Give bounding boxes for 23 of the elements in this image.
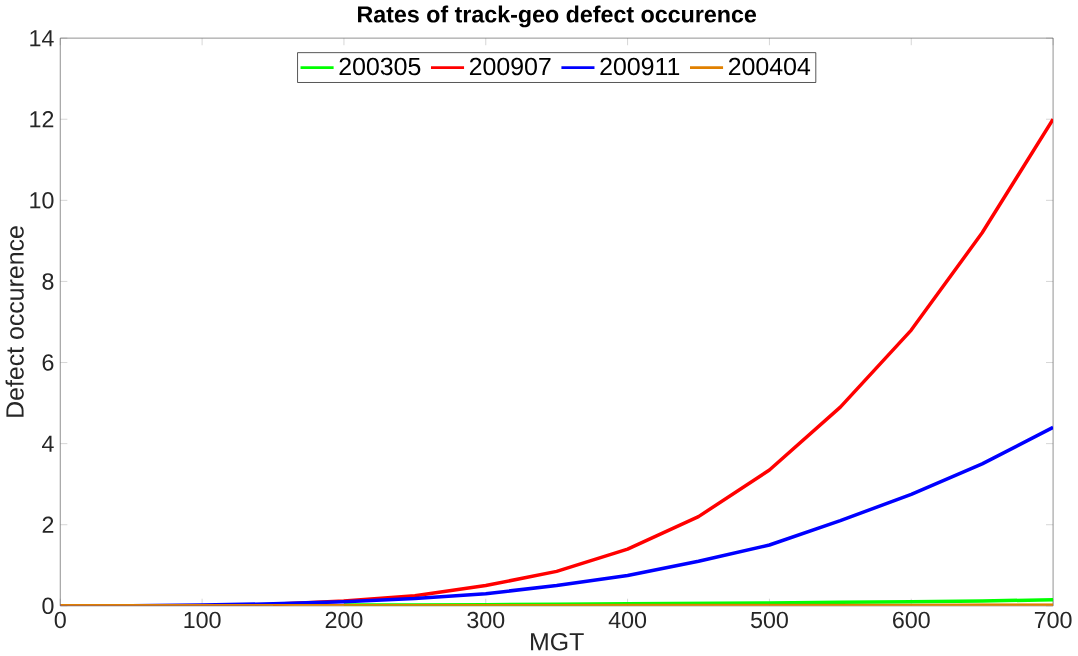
x-tick-label: 300 [467, 611, 505, 629]
x-tick-label: 600 [893, 611, 930, 629]
x-tick-label: 200 [325, 611, 363, 629]
x-tick-label: 100 [184, 611, 221, 629]
legend-label: 200911 [600, 57, 680, 76]
y-axis-title: Defect occurence [5, 226, 24, 417]
y-tick-label: 10 [30, 192, 54, 209]
y-tick-label: 6 [42, 354, 54, 371]
legend-label: 200907 [469, 57, 551, 76]
y-tick-label: 4 [42, 435, 54, 452]
x-tick-label: 0 [54, 611, 66, 629]
y-tick-label: 2 [42, 516, 54, 533]
x-axis-title: MGT [531, 632, 584, 651]
y-tick-label: 8 [42, 273, 54, 290]
y-tick-label: 14 [30, 30, 54, 47]
legend-label: 200305 [339, 57, 421, 76]
chart-title: Rates of track-geo defect occurence [358, 5, 757, 28]
legend-label: 200404 [728, 57, 811, 76]
x-tick-label: 400 [608, 611, 647, 629]
y-tick-label: 12 [30, 111, 54, 128]
x-tick-label: 700 [1034, 611, 1072, 629]
x-tick-label: 500 [750, 611, 788, 629]
y-tick-label: 0 [42, 597, 54, 615]
